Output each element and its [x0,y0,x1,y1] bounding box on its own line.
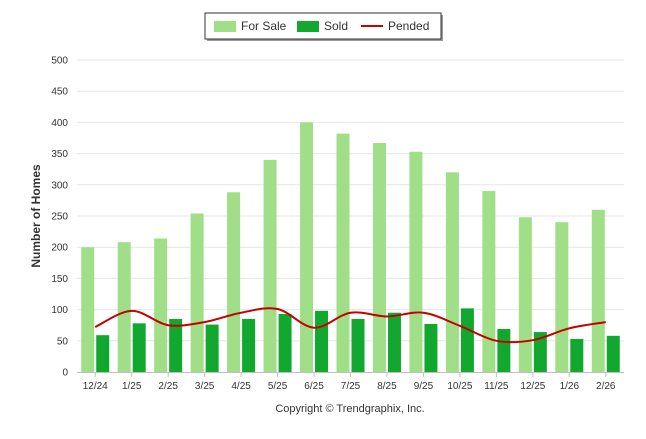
bar-sold[interactable] [424,323,438,372]
legend[interactable]: For Sale Sold Pended [204,12,443,41]
bar-sold[interactable] [570,338,584,372]
legend-label: For Sale [241,19,287,33]
bar-for-sale[interactable] [409,151,423,372]
legend-swatch [297,21,319,32]
x-tick-label: 8/25 [377,381,397,392]
grid-lines [77,59,624,342]
bar-sold[interactable] [387,312,401,372]
bar-sold[interactable] [169,318,183,372]
legend-label: Pended [388,19,429,33]
pended-line-layer [94,307,606,344]
legend-box [204,12,442,40]
bar-for-sale[interactable] [263,159,277,372]
x-tick-label: 11/25 [484,381,509,392]
pended-line[interactable] [94,307,606,344]
bar-for-sale[interactable] [227,192,241,372]
bar-sold[interactable] [497,328,511,372]
legend-swatch [214,21,236,32]
x-tick-label: 1/26 [560,381,580,392]
bar-for-sale[interactable] [591,209,605,372]
bar-for-sale[interactable] [445,172,459,372]
bar-for-sale[interactable] [154,238,168,372]
bar-sold[interactable] [460,308,474,372]
bar-sold[interactable] [278,313,292,372]
bar-sold[interactable] [205,324,219,372]
bar-for-sale[interactable] [555,222,569,372]
y-axis-title: Number of Homes [29,164,43,268]
x-tick-label: 2/26 [596,381,616,392]
y-tick-label: 500 [51,56,68,67]
y-tick-label: 350 [51,149,68,160]
x-tick-label: 1/25 [122,381,142,392]
bar-sold[interactable] [315,310,329,372]
bar-sold[interactable] [132,323,146,372]
y-tick-label: 50 [57,336,69,347]
bar-sold[interactable] [96,335,110,372]
x-tick-label: 5/25 [268,381,288,392]
y-tick-label: 150 [51,274,68,285]
bar-for-sale[interactable] [117,242,131,372]
x-tick-label: 10/25 [447,381,472,392]
bar-for-sale[interactable] [518,217,532,372]
legend-item-pended[interactable]: Pended [361,19,429,33]
y-tick-label: 250 [51,212,68,223]
x-tick-label: 6/25 [304,381,324,392]
bar-sold[interactable] [351,318,365,372]
x-tick-label: 12/25 [520,381,545,392]
legend-item-for-sale[interactable]: For Sale [214,19,287,33]
bar-sold[interactable] [606,335,620,372]
bar-for-sale[interactable] [300,122,314,373]
y-tick-label: 450 [51,87,68,98]
x-tick-label: 12/24 [83,381,108,392]
copyright-credit: Copyright © Trendgraphix, Inc. [275,403,424,415]
y-tick-label: 200 [51,243,68,254]
bar-for-sale[interactable] [190,213,204,372]
bar-sold[interactable] [242,318,256,372]
axes: 0 50 100 150 200 250 300 350 400 450 500 12/24 1/25 2… [51,56,624,392]
bar-for-sale[interactable] [81,247,95,372]
legend-label: Sold [324,19,348,33]
y-tick-label: 100 [51,305,68,316]
y-tick-label: 0 [62,368,68,379]
y-tick-label: 300 [51,180,68,191]
x-tick-label: 7/25 [341,381,361,392]
bar-for-sale[interactable] [372,142,386,372]
x-tick-label: 9/25 [414,381,434,392]
x-tick-label: 3/25 [195,381,215,392]
bar-for-sale[interactable] [336,133,350,372]
x-tick-label: 2/25 [158,381,178,392]
legend-item-sold[interactable]: Sold [297,19,348,33]
y-tick-label: 400 [51,118,68,129]
x-tick-label: 4/25 [231,381,251,392]
bar-for-sale[interactable] [482,191,496,372]
bar-sold[interactable] [533,332,547,372]
